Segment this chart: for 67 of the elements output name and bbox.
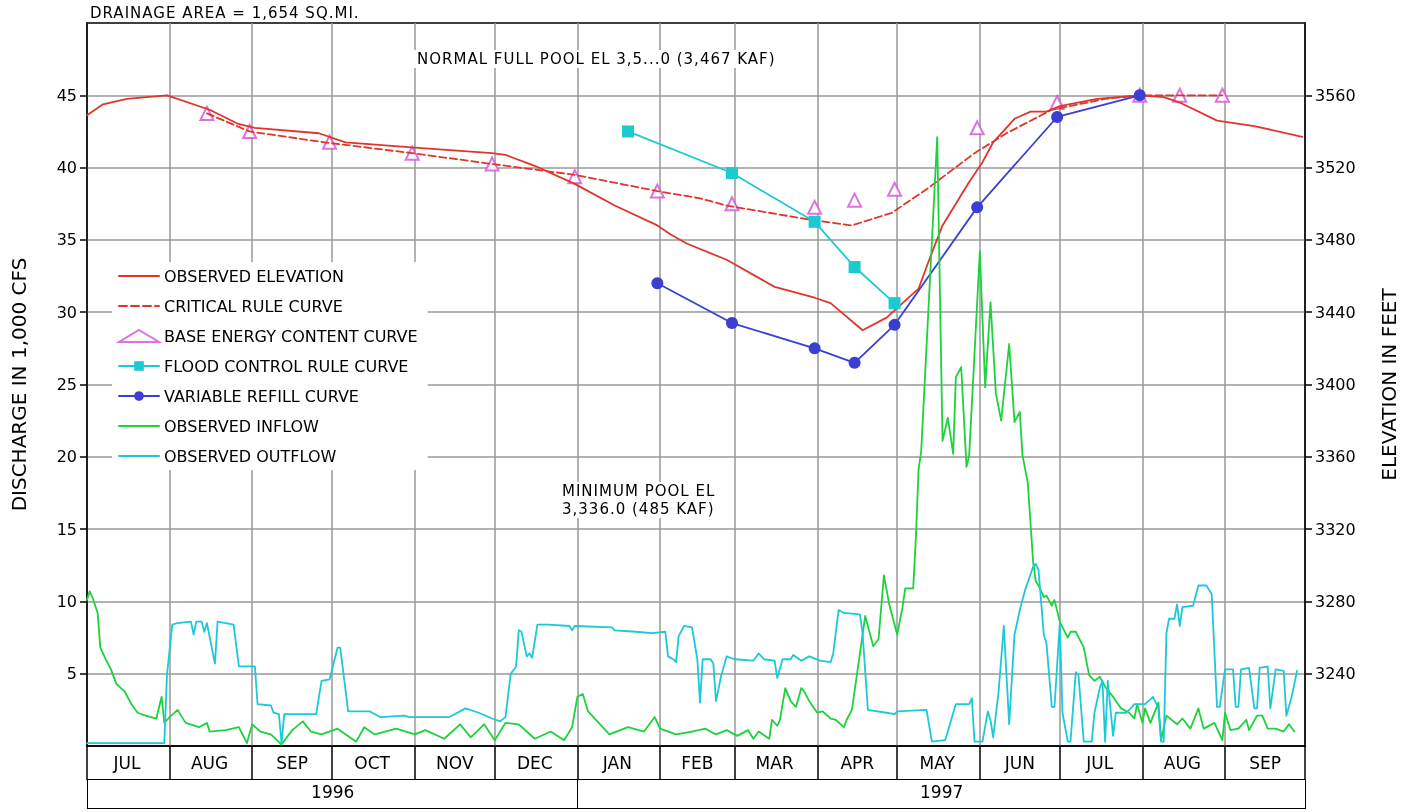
y-tick-label: 25 xyxy=(56,375,77,394)
x-tick-label: JUL xyxy=(1085,752,1114,773)
point xyxy=(807,199,823,215)
point xyxy=(622,125,635,138)
y2-tick-label: 3480 xyxy=(1315,230,1356,250)
y2-tick-label: 3560 xyxy=(1315,85,1356,105)
y2-tick-label: 3520 xyxy=(1315,158,1356,178)
y2-tick-label: 3360 xyxy=(1315,447,1356,467)
legend-label: BASE ENERGY CONTENT CURVE xyxy=(164,326,418,346)
line-series xyxy=(86,562,1298,745)
y-tick-label: 45 xyxy=(56,85,77,105)
legend-label: OBSERVED ELEVATION xyxy=(164,266,345,286)
text: 1997 xyxy=(577,779,1306,809)
point xyxy=(848,261,861,274)
x-tick-label: DEC xyxy=(516,752,553,773)
point xyxy=(1051,110,1064,123)
legend-label: OBSERVED INFLOW xyxy=(164,416,320,436)
y2-axis-title: ELEVATION IN FEET xyxy=(1377,287,1401,481)
x-tick-label: AUG xyxy=(190,752,229,773)
y2-tick-label: 3240 xyxy=(1315,664,1356,684)
y-tick-label: 10 xyxy=(56,591,77,611)
y2-tick-label: 3320 xyxy=(1315,519,1356,539)
point xyxy=(484,156,500,172)
x-tick-label: MAY xyxy=(919,752,956,773)
x-tick-label: JUN xyxy=(1003,752,1035,773)
point xyxy=(971,201,984,214)
line-series xyxy=(86,136,1296,746)
point xyxy=(847,192,863,208)
y-tick-label: 30 xyxy=(56,302,77,322)
legend-label: OBSERVED OUTFLOW xyxy=(164,446,337,466)
text: 1996 xyxy=(87,779,579,809)
point xyxy=(725,167,738,180)
point xyxy=(725,317,738,330)
legend-label: CRITICAL RULE CURVE xyxy=(164,296,343,316)
y2-tick-label: 3280 xyxy=(1315,591,1356,611)
y-tick-label: 35 xyxy=(56,230,77,250)
y2-tick-label: 3440 xyxy=(1315,302,1356,322)
y-tick-label: 40 xyxy=(56,158,77,178)
x-tick-label: SEP xyxy=(276,752,309,773)
y-axis-title: DISCHARGE IN 1,000 CFS xyxy=(7,257,31,512)
text: DRAINAGE AREA = 1,654 SQ.MI. xyxy=(87,4,363,22)
y-tick-label: 20 xyxy=(56,447,77,467)
x-tick-label: AUG xyxy=(1163,752,1202,773)
x-tick-label: SEP xyxy=(1249,752,1281,773)
x-tick-label: NOV xyxy=(436,752,474,773)
point xyxy=(887,181,903,197)
point xyxy=(808,215,821,228)
y2-tick-label: 3400 xyxy=(1315,375,1356,394)
point xyxy=(969,120,985,136)
annotation: NORMAL FULL POOL EL 3,5...0 (3,467 KAF) xyxy=(414,50,779,68)
point xyxy=(888,297,901,310)
legend-label: VARIABLE REFILL CURVE xyxy=(164,386,359,406)
point xyxy=(808,342,821,355)
annotation: MINIMUM POOL EL 3,336.0 (485 KAF) xyxy=(559,482,719,518)
point xyxy=(888,318,901,331)
x-tick-label: MAR xyxy=(755,752,794,773)
point xyxy=(651,277,664,290)
x-tick-label: OCT xyxy=(354,752,391,773)
point xyxy=(1214,87,1230,103)
y-tick-label: 15 xyxy=(56,519,77,539)
point xyxy=(848,356,861,369)
x-tick-label: FEB xyxy=(681,752,714,773)
y-tick-label: 5 xyxy=(66,664,77,684)
legend-label: FLOOD CONTROL RULE CURVE xyxy=(164,356,409,376)
x-tick-label: JUL xyxy=(112,752,141,773)
x-tick-label: JAN xyxy=(601,752,632,773)
x-tick-label: APR xyxy=(840,752,875,773)
